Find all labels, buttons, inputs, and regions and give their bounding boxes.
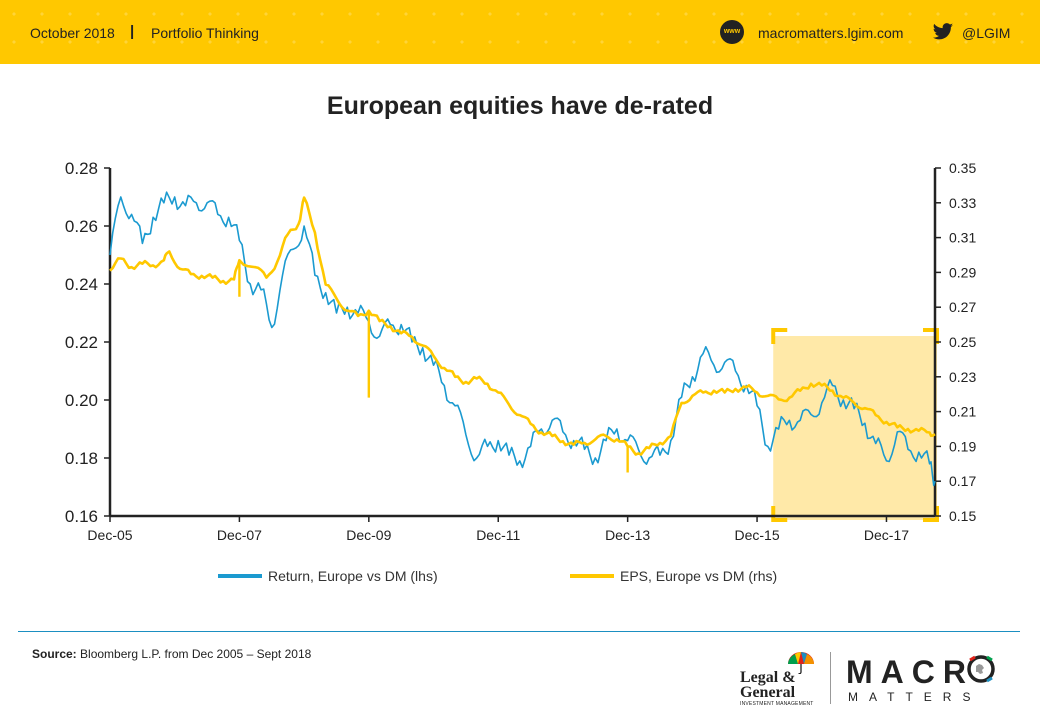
header-bar: October 2018 | Portfolio Thinking www ma… <box>0 0 1040 64</box>
y-left-tick-label: 0.24 <box>65 275 98 294</box>
legend-label: Return, Europe vs DM (lhs) <box>268 568 438 584</box>
y-right-tick-label: 0.31 <box>949 230 976 246</box>
y-right-tick-label: 0.23 <box>949 369 976 385</box>
matters-brand: MATTERS <box>848 690 982 704</box>
y-right-tick-label: 0.33 <box>949 195 976 211</box>
legal-general-logo: Legal & General INVESTMENT MANAGEMENT <box>740 650 820 707</box>
x-tick-label: Dec-09 <box>346 527 391 543</box>
source-text: Bloomberg L.P. from Dec 2005 – Sept 2018 <box>80 647 312 661</box>
umbrella-icon <box>788 652 814 674</box>
macro-brand: MACR <box>846 654 974 690</box>
logo-line-1: Legal & <box>740 669 796 686</box>
header-section[interactable]: Portfolio Thinking <box>151 25 259 41</box>
y-right-tick-label: 0.25 <box>949 334 976 350</box>
highlight-region <box>773 336 937 520</box>
chart-title: European equities have de-rated <box>326 92 714 120</box>
y-right-tick-label: 0.17 <box>949 473 976 489</box>
x-tick-label: Dec-15 <box>734 527 779 543</box>
twitter-handle[interactable]: @LGIM <box>962 25 1011 41</box>
y-left-tick-label: 0.18 <box>65 449 98 468</box>
source-label: Source: <box>32 647 77 661</box>
y-right-tick-label: 0.27 <box>949 299 976 315</box>
x-tick-label: Dec-11 <box>476 527 520 543</box>
axes-layer: 0.28 0.26 0.24 0.22 0.20 0.18 0.16 0.35 0.33 0.31… <box>65 159 977 543</box>
series-line-eps <box>109 196 936 456</box>
y-right-tick-label: 0.29 <box>949 264 976 280</box>
legend: Return, Europe vs DM (lhs) EPS, Europe vs… <box>218 568 777 584</box>
x-tick-label: Dec-13 <box>605 527 650 543</box>
twitter-bird-icon[interactable] <box>932 22 954 42</box>
x-tick-label: Dec-05 <box>87 527 132 543</box>
y-right-tick-label: 0.15 <box>949 508 976 524</box>
highlight-corner-bracket <box>771 506 788 522</box>
y-left-tick-label: 0.26 <box>65 217 98 236</box>
y-left-tick-label: 0.28 <box>65 159 98 178</box>
header-separator: | <box>130 23 135 40</box>
series-layer <box>109 191 936 487</box>
source-note: Source: Bloomberg L.P. from Dec 2005 – S… <box>32 647 311 661</box>
y-right-tick-label: 0.21 <box>949 404 976 420</box>
series-line-return <box>109 191 936 487</box>
y-right-tick-label: 0.19 <box>949 438 976 454</box>
highlight-region-layer <box>771 328 939 522</box>
y-left-tick-label: 0.20 <box>65 391 98 410</box>
website-link[interactable]: macromatters.lgim.com <box>758 25 904 41</box>
footer-divider <box>18 631 1020 632</box>
logo-line-2: General <box>740 684 796 701</box>
y-right-tick-label: 0.35 <box>949 160 976 176</box>
highlight-corner-bracket <box>771 328 788 344</box>
legend-label: EPS, Europe vs DM (rhs) <box>620 568 777 584</box>
logo-line-3: INVESTMENT MANAGEMENT <box>740 701 814 707</box>
y-left-tick-label: 0.16 <box>65 507 98 526</box>
x-tick-label: Dec-07 <box>217 527 262 543</box>
www-icon[interactable]: www <box>720 20 744 44</box>
highlight-corner-bracket <box>923 328 939 344</box>
highlight-corner-bracket <box>923 506 939 522</box>
logo-divider <box>830 652 831 704</box>
x-tick-label: Dec-17 <box>864 527 909 543</box>
y-left-tick-label: 0.22 <box>65 333 98 352</box>
europe-map-icon <box>967 655 995 683</box>
header-date: October 2018 <box>30 25 115 41</box>
